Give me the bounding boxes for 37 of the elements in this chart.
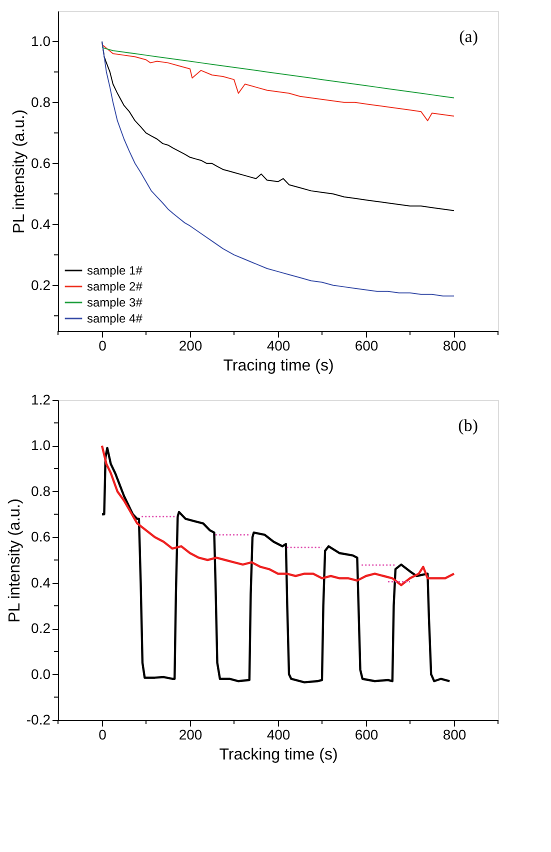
- legend-label: sample 1#: [87, 264, 143, 278]
- x-tick-label: 400: [266, 726, 290, 742]
- x-tick-label: 800: [442, 338, 466, 354]
- y-tick-label: 0.4: [31, 574, 51, 590]
- x-tick-label: 600: [354, 726, 378, 742]
- line-series: [102, 44, 454, 122]
- annotation: (b): [458, 416, 478, 435]
- x-axis-title: Tracking time (s): [219, 746, 338, 764]
- y-tick-label: 0.4: [31, 216, 51, 232]
- y-axis-title: PL intensity (a.u.): [6, 498, 24, 622]
- annotation: (a): [459, 27, 478, 46]
- y-tick-label: 0.8: [31, 482, 51, 499]
- x-tick-label: 600: [354, 338, 378, 354]
- y-tick-label: 0.0: [31, 666, 51, 682]
- x-tick-label: 400: [266, 338, 290, 354]
- x-tick-label: 0: [98, 338, 107, 354]
- y-tick-label: 1.0: [31, 32, 51, 49]
- y-tick-label: 0.2: [31, 620, 51, 636]
- legend-label: sample 4#: [87, 312, 143, 326]
- x-tick-label: 200: [178, 338, 202, 354]
- x-tick-label: 800: [442, 726, 466, 742]
- y-axis-title: PL intensity (a.u.): [11, 110, 28, 234]
- y-tick-label: 0.8: [31, 94, 51, 110]
- y-tick-label: 1.2: [31, 392, 51, 408]
- legend-label: sample 2#: [87, 280, 143, 294]
- y-tick-label: 1.0: [31, 437, 51, 454]
- line-series: [102, 47, 454, 98]
- x-tick-label: 0: [98, 726, 107, 742]
- x-axis-title: Tracing time (s): [223, 358, 334, 374]
- x-tick-label: 200: [178, 726, 202, 742]
- y-tick-label: 0.6: [31, 154, 51, 171]
- y-tick-label: 0.2: [31, 276, 51, 293]
- line-series: [100, 444, 456, 586]
- y-tick-label: -0.2: [26, 712, 51, 728]
- legend-label: sample 3#: [87, 296, 143, 310]
- line-series: [100, 446, 451, 684]
- y-tick-label: 0.6: [31, 528, 51, 545]
